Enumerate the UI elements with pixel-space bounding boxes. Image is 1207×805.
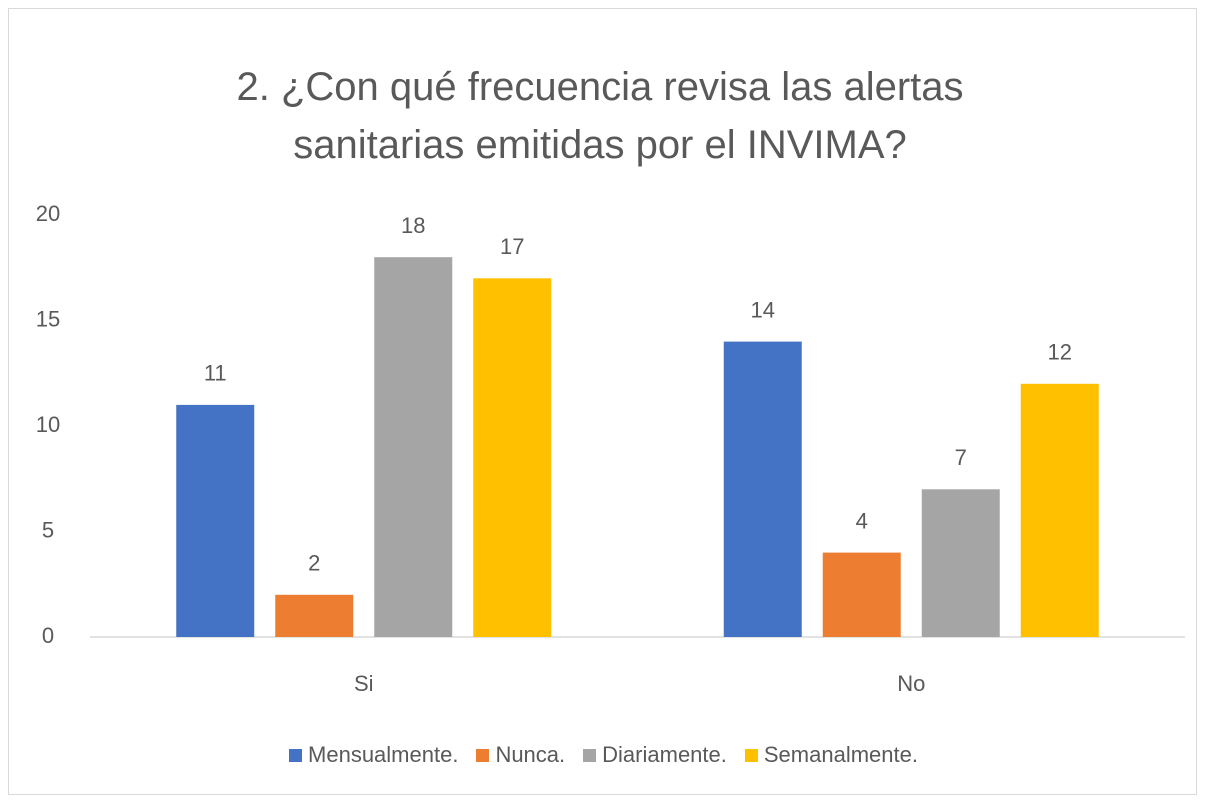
y-tick-label: 20 <box>36 201 60 226</box>
legend-swatch <box>476 748 490 762</box>
legend-label: Mensualmente. <box>308 742 459 767</box>
bar <box>176 404 255 637</box>
bar <box>1020 383 1099 637</box>
x-tick-label: No <box>897 671 925 696</box>
legend-item: Nunca. <box>476 742 565 768</box>
y-tick-label: 10 <box>36 412 60 437</box>
bar <box>921 489 1000 637</box>
legend-label: Nunca. <box>495 742 566 767</box>
chart-frame <box>8 8 1197 795</box>
bar <box>723 341 802 637</box>
data-label: 11 <box>204 361 227 386</box>
y-tick-label: 15 <box>36 306 60 331</box>
bar <box>822 552 901 637</box>
legend-swatch <box>289 748 303 762</box>
y-tick-label: 5 <box>42 517 54 542</box>
x-tick-label: Si <box>354 671 374 696</box>
data-label: 17 <box>500 234 524 259</box>
y-tick-label: 0 <box>42 623 54 648</box>
legend-label: Semanalmente. <box>763 742 918 767</box>
data-label: 7 <box>955 445 967 470</box>
legend-item: Semanalmente. <box>744 742 918 768</box>
bar <box>275 594 354 637</box>
data-label: 2 <box>308 551 320 576</box>
data-label: 4 <box>856 508 868 533</box>
legend-label: Diariamente. <box>602 742 727 767</box>
data-label: 14 <box>751 297 775 322</box>
legend-item: Mensualmente. <box>289 742 458 768</box>
data-label: 18 <box>401 213 425 238</box>
bar <box>473 278 552 637</box>
chart-title: 2. ¿Con qué frecuencia revisa las alerta… <box>236 65 964 167</box>
legend-item: Diariamente. <box>583 742 727 768</box>
legend-swatch <box>583 748 597 762</box>
bar <box>374 257 453 637</box>
legend: Mensualmente. Nunca. Diariamente. Semanalme… <box>0 742 1207 768</box>
data-label: 12 <box>1048 340 1072 365</box>
legend-swatch <box>744 748 758 762</box>
